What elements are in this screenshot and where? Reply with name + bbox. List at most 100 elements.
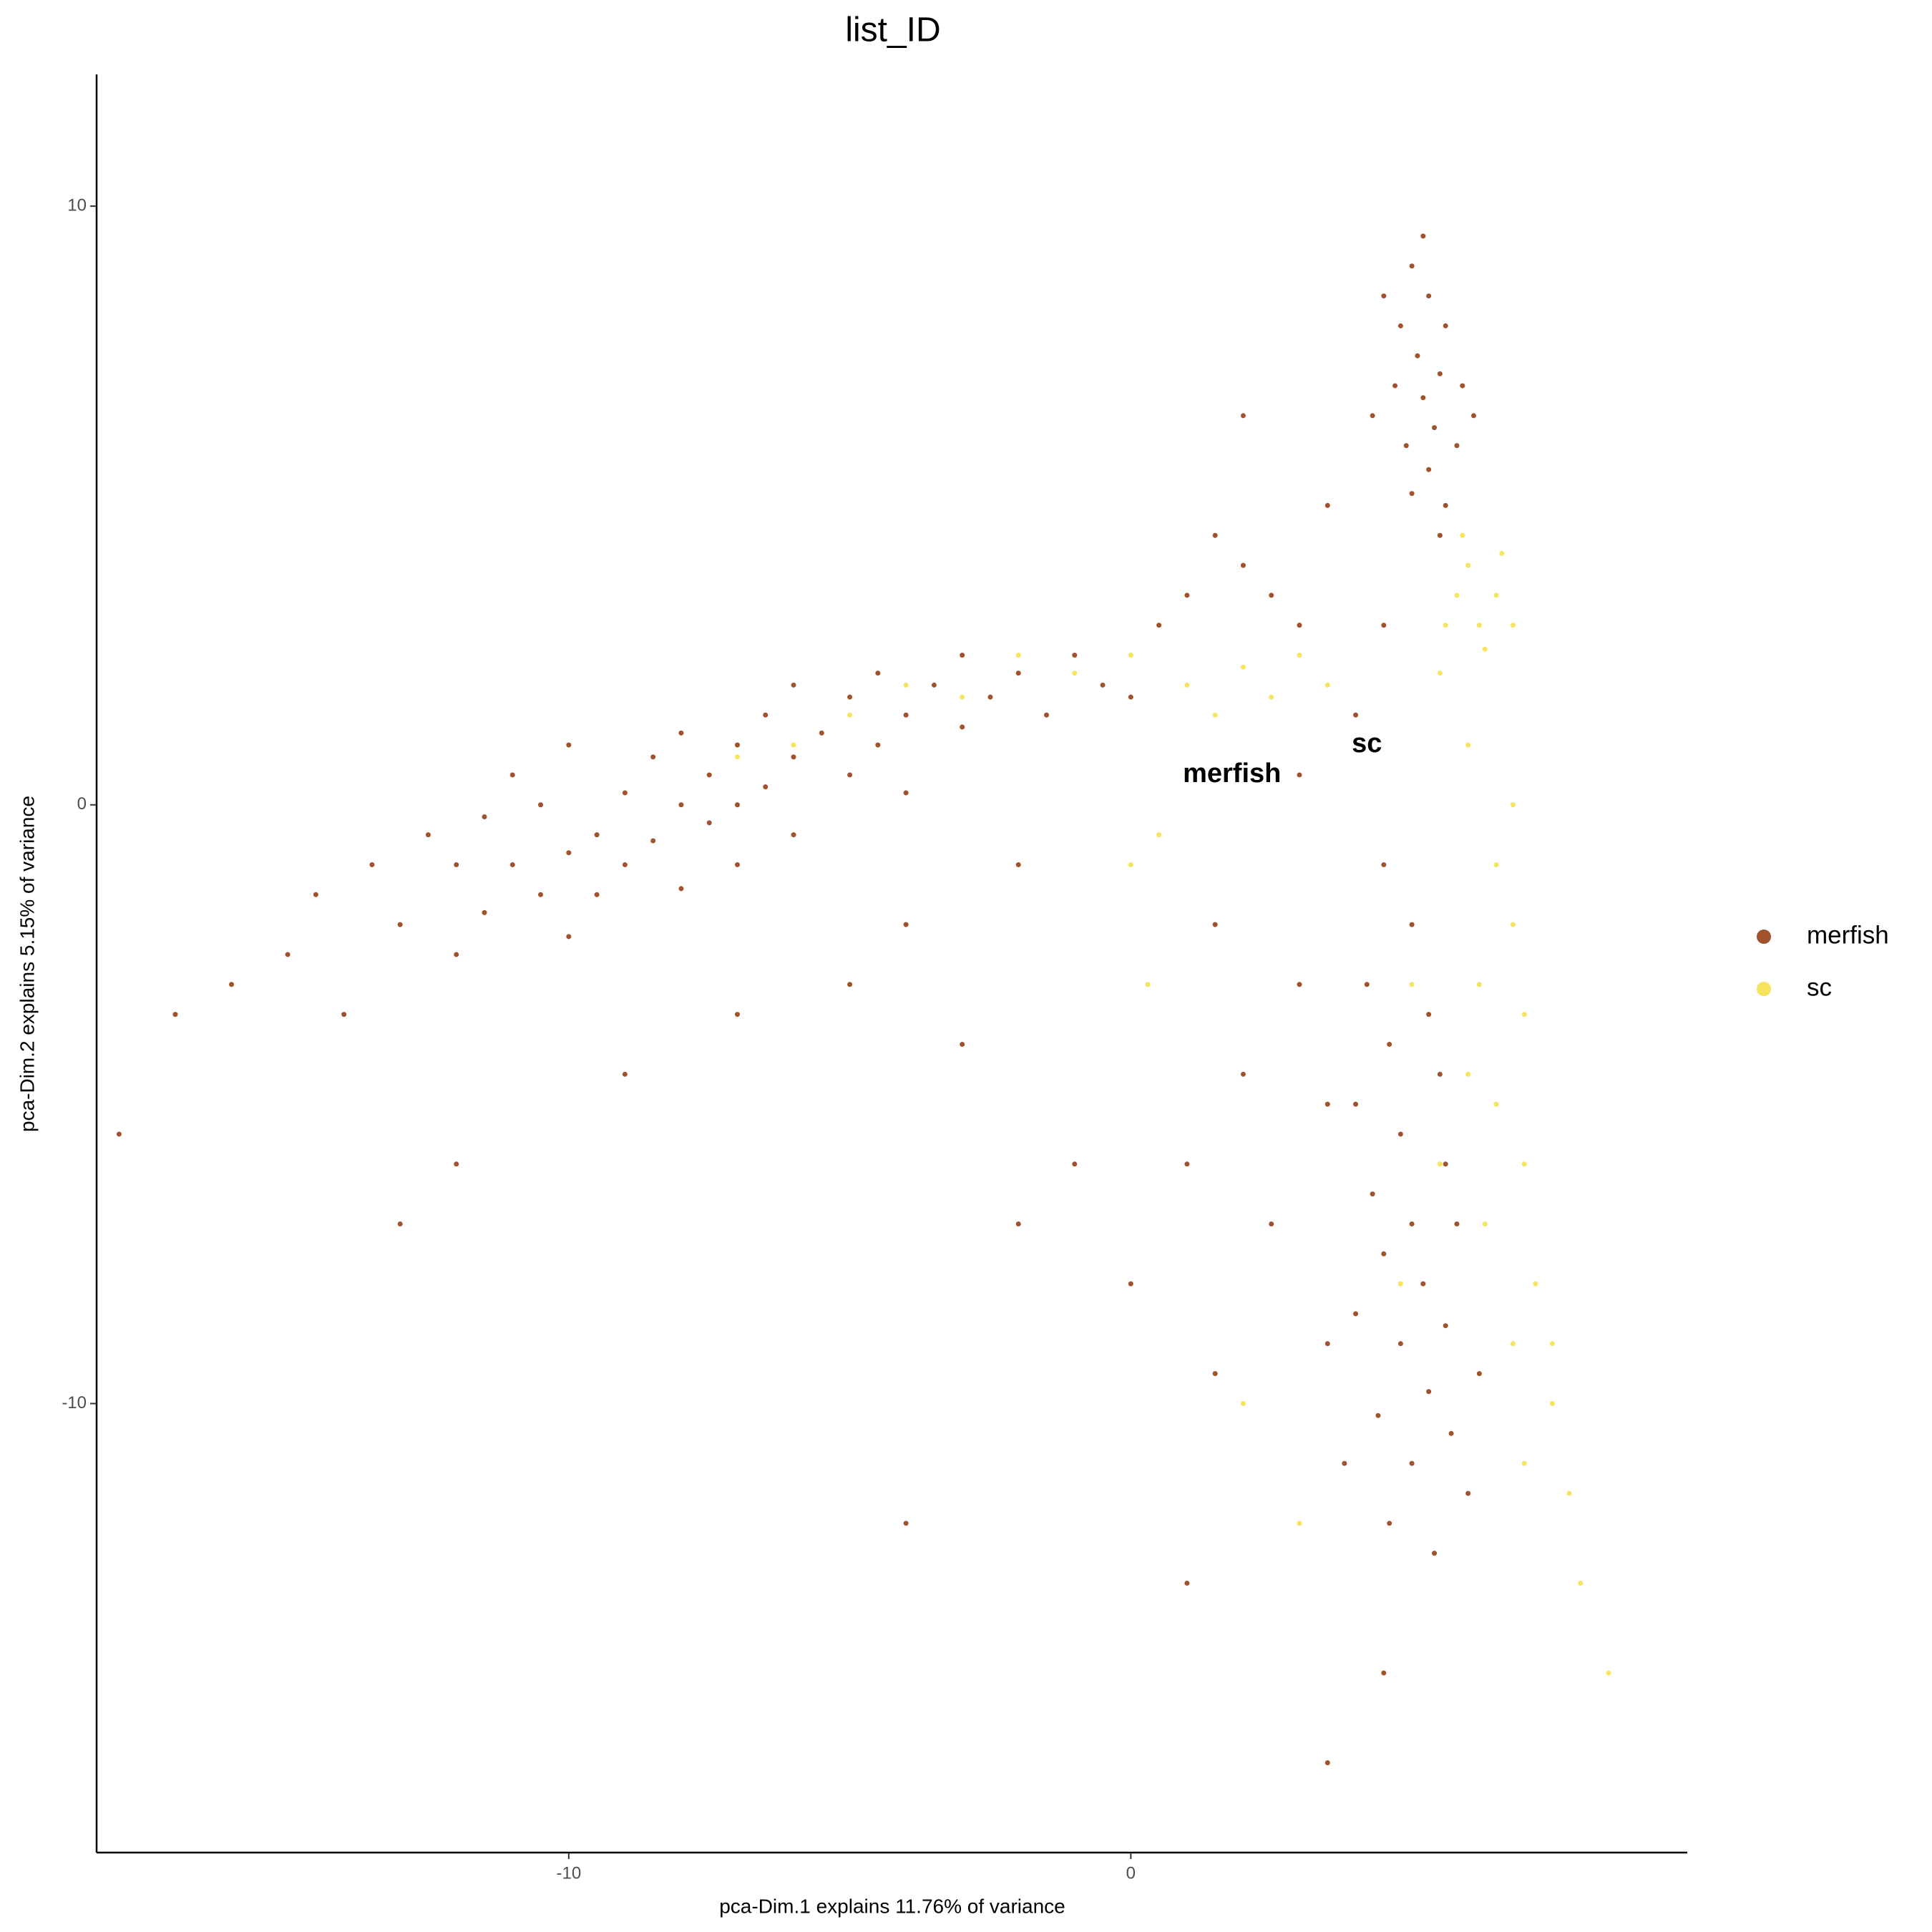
point xyxy=(734,754,740,760)
point xyxy=(1212,712,1218,718)
point xyxy=(1072,1161,1078,1167)
point xyxy=(1443,323,1448,328)
point xyxy=(1324,1760,1330,1765)
point xyxy=(1015,1221,1021,1226)
point xyxy=(1409,1460,1415,1466)
point xyxy=(313,892,318,897)
point xyxy=(791,682,796,688)
point xyxy=(116,1131,122,1137)
point xyxy=(1072,670,1078,676)
point xyxy=(622,790,628,796)
point xyxy=(1128,862,1133,867)
point xyxy=(1606,1670,1611,1676)
point xyxy=(1510,922,1516,927)
point xyxy=(397,922,403,927)
point xyxy=(1471,413,1477,419)
point xyxy=(1269,1221,1274,1226)
point xyxy=(538,892,544,897)
point xyxy=(594,832,600,838)
point xyxy=(1370,413,1375,419)
point xyxy=(1426,467,1432,472)
point xyxy=(847,694,853,700)
point xyxy=(1521,1161,1527,1167)
point xyxy=(1212,532,1218,538)
point xyxy=(960,724,965,730)
point xyxy=(1443,1161,1448,1167)
cluster-label: sc xyxy=(1352,728,1382,758)
point xyxy=(1403,443,1409,449)
point xyxy=(1212,1371,1218,1377)
point xyxy=(1499,550,1505,556)
y-tick-label: 0 xyxy=(77,794,87,814)
point xyxy=(1476,1371,1482,1377)
point xyxy=(1437,532,1443,538)
point xyxy=(1381,293,1387,299)
point xyxy=(172,1012,178,1018)
point xyxy=(931,682,937,688)
point xyxy=(1240,1071,1246,1077)
point xyxy=(960,1041,965,1047)
point xyxy=(1100,682,1106,688)
point xyxy=(1443,1323,1448,1329)
point xyxy=(1015,653,1021,658)
point xyxy=(1364,982,1370,987)
point xyxy=(1460,383,1465,389)
point xyxy=(1397,1341,1403,1347)
point xyxy=(903,712,909,718)
point xyxy=(875,670,881,676)
point xyxy=(1454,592,1460,598)
point xyxy=(566,742,572,748)
point xyxy=(622,862,628,867)
point xyxy=(1460,532,1465,538)
point xyxy=(650,838,656,844)
point xyxy=(1297,653,1302,658)
cluster-label: merfish xyxy=(1183,758,1281,789)
point xyxy=(1420,1281,1426,1287)
point xyxy=(1549,1341,1555,1347)
point xyxy=(1426,1012,1432,1018)
point xyxy=(454,1161,459,1167)
point xyxy=(1454,1221,1460,1226)
point xyxy=(1476,623,1482,628)
point xyxy=(1533,1281,1538,1287)
point xyxy=(1521,1012,1527,1018)
point xyxy=(1465,1071,1471,1077)
point xyxy=(1324,502,1330,508)
point xyxy=(1128,1281,1133,1287)
point xyxy=(1420,233,1426,239)
point xyxy=(454,952,459,957)
point xyxy=(1437,1071,1443,1077)
point xyxy=(791,832,796,838)
point xyxy=(763,784,769,790)
point xyxy=(425,832,431,838)
x-tick-label: -10 xyxy=(556,1863,581,1883)
point xyxy=(706,772,712,778)
point xyxy=(1549,1400,1555,1406)
point xyxy=(1184,772,1190,778)
point xyxy=(509,862,515,867)
point xyxy=(847,772,853,778)
chart-title: list_ID xyxy=(845,11,940,49)
point xyxy=(1397,323,1403,328)
point xyxy=(1465,562,1471,568)
point xyxy=(1212,922,1218,927)
point xyxy=(1443,502,1448,508)
point xyxy=(875,742,881,748)
point xyxy=(1324,1101,1330,1107)
point xyxy=(1465,1491,1471,1496)
point xyxy=(1432,1551,1438,1556)
point xyxy=(1324,682,1330,688)
point xyxy=(1015,670,1021,676)
point xyxy=(341,1012,347,1018)
point xyxy=(1432,425,1438,431)
point xyxy=(1269,592,1274,598)
point xyxy=(1387,1521,1392,1526)
point xyxy=(1128,694,1133,700)
point xyxy=(987,694,993,700)
point xyxy=(482,909,487,915)
point xyxy=(650,754,656,760)
point xyxy=(1297,623,1302,628)
point xyxy=(1409,922,1415,927)
point xyxy=(706,820,712,826)
